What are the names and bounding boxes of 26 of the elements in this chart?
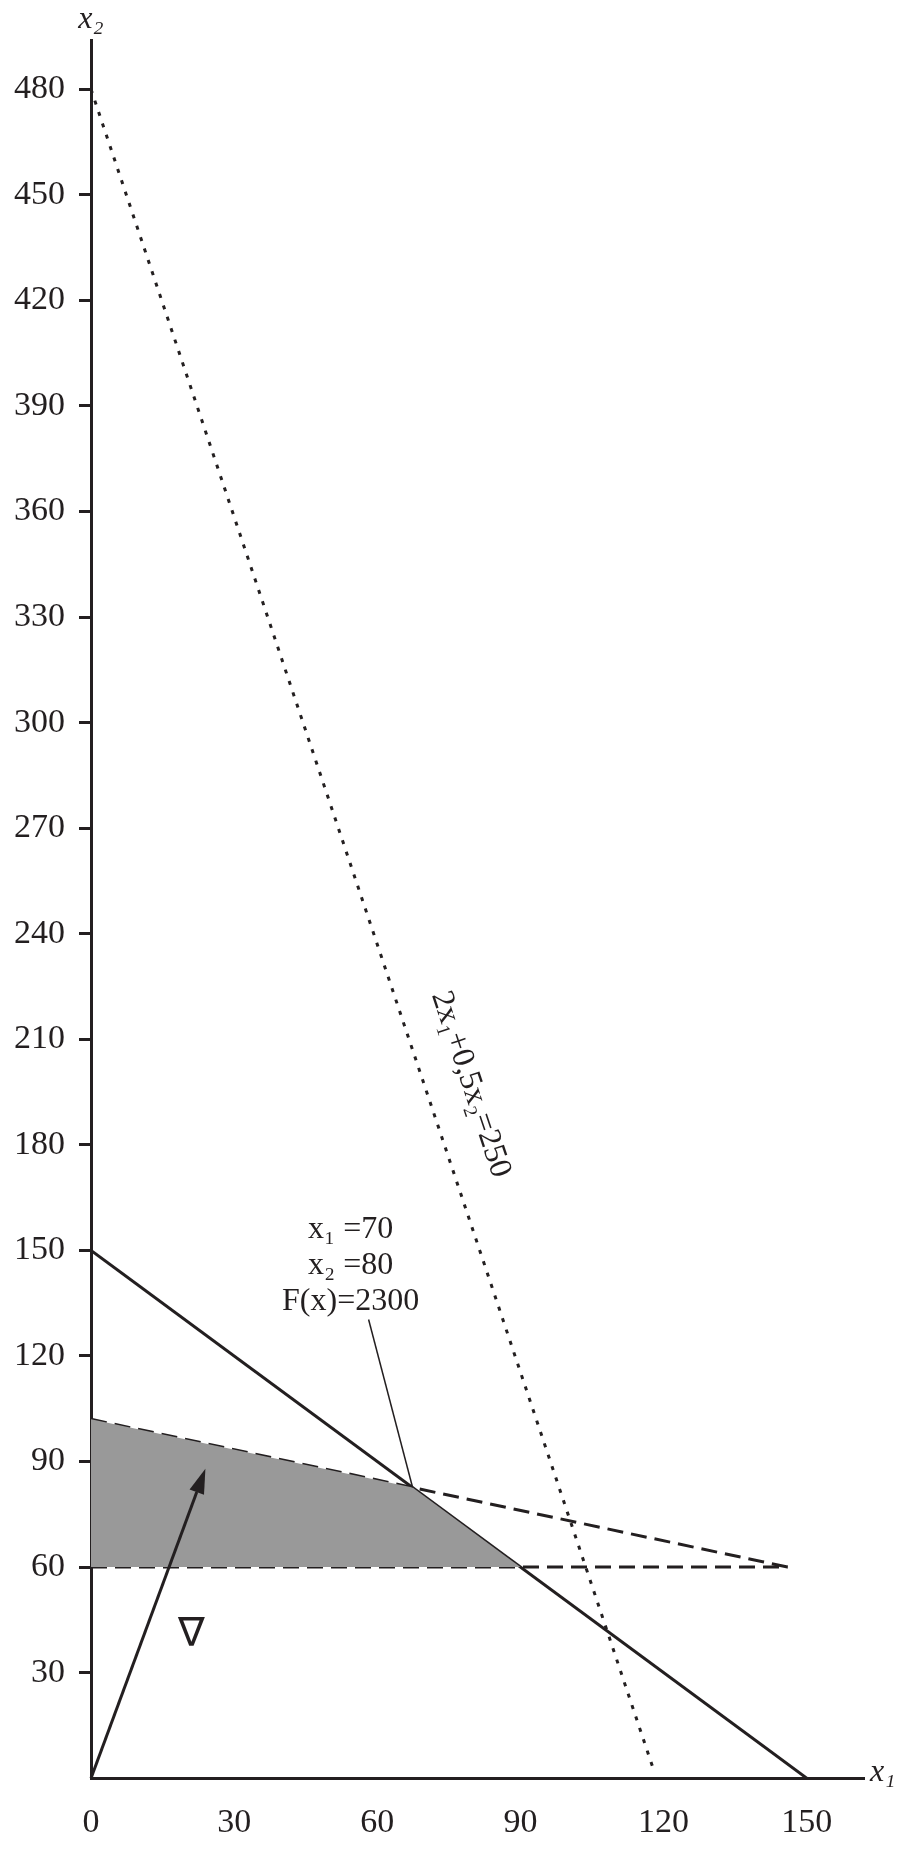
x-tick-label: 60 — [360, 1801, 395, 1839]
annotation: ∇ — [177, 1609, 206, 1656]
y-tick-label: 420 — [14, 279, 65, 317]
x-tick-label: 120 — [638, 1801, 690, 1839]
y-axis-title: x₂ — [77, 0, 104, 36]
y-tick-label: 90 — [31, 1440, 65, 1478]
y-tick-label: 300 — [14, 701, 65, 739]
y-tick-label: 240 — [14, 912, 65, 950]
y-tick-label: 120 — [14, 1334, 65, 1372]
y-tick-label: 150 — [14, 1229, 65, 1267]
y-tick-label: 210 — [14, 1018, 65, 1056]
y-tick-label: 330 — [14, 595, 65, 633]
annotation: x₁ =70 x₂ =80 F(x)=2300 — [282, 1208, 420, 1317]
x-tick-label: 90 — [503, 1801, 538, 1839]
y-tick-label: 60 — [31, 1546, 65, 1583]
x-axis-title: x₁ — [869, 1751, 896, 1788]
y-tick-label: 30 — [31, 1651, 65, 1689]
x-tick-label: 0 — [82, 1801, 100, 1839]
y-tick-label: 360 — [14, 490, 65, 528]
y-tick-label: 480 — [14, 68, 65, 106]
x-tick-label: 30 — [217, 1801, 252, 1839]
y-tick-label: 450 — [14, 173, 65, 211]
y-tick-label: 390 — [14, 384, 65, 422]
y-tick-label: 180 — [14, 1123, 65, 1161]
y-tick-label: 270 — [14, 807, 65, 845]
x-tick-label: 150 — [781, 1801, 833, 1839]
